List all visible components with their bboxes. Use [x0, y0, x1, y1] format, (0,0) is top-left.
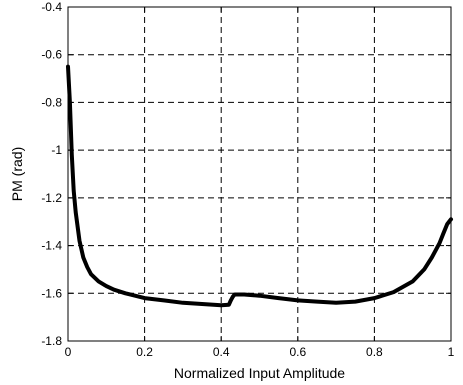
series-line	[66, 64, 453, 308]
x-tick-labels: 0 0.2 0.4 0.6 0.8 1	[65, 345, 455, 359]
x-tick-label: 0.4	[213, 345, 230, 359]
y-axis-label: PM (rad)	[9, 147, 25, 201]
y-tick-label: -0.8	[41, 95, 62, 109]
series-group	[66, 64, 453, 308]
y-tick-label: -1.2	[41, 191, 62, 205]
x-tick-label: 0.6	[289, 345, 306, 359]
y-tick-label: -1.4	[41, 239, 62, 253]
x-tick-label: 0.2	[136, 345, 153, 359]
y-tick-label: -0.6	[41, 48, 62, 62]
x-axis-label: Normalized Input Amplitude	[174, 365, 345, 381]
y-tick-label: -1.6	[41, 286, 62, 300]
y-tick-label: -1.8	[41, 334, 62, 348]
plot-frame	[67, 6, 452, 342]
y-tick-label: -0.4	[41, 0, 62, 14]
x-tick-label: 0	[65, 345, 72, 359]
grid	[68, 7, 451, 341]
x-tick-label: 0.8	[366, 345, 383, 359]
y-tick-labels: -1.8 -1.6 -1.4 -1.2 -1 -0.8 -0.6 -0.4	[41, 0, 62, 348]
y-tick-label: -1	[51, 143, 62, 157]
x-tick-label: 1	[448, 345, 455, 359]
